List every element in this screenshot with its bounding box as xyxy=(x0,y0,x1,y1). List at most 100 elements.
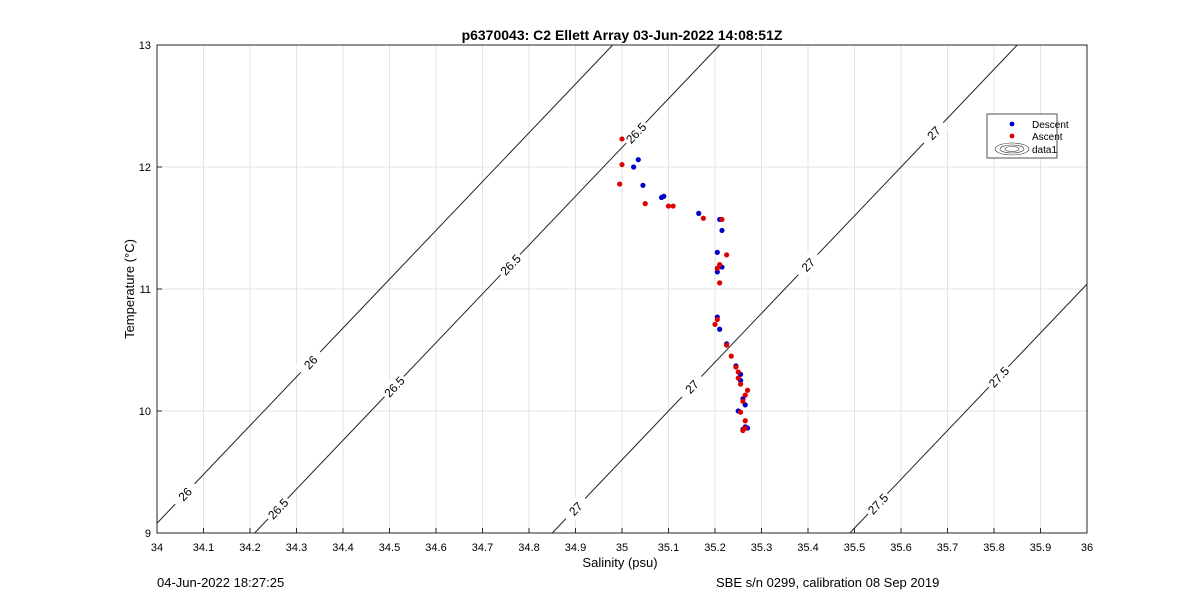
isopycnal-label-background xyxy=(494,248,526,281)
x-tick-label: 34.2 xyxy=(239,542,260,554)
ascent-point xyxy=(619,136,625,142)
descent-point xyxy=(640,182,646,188)
isopycnal-label: 27 xyxy=(792,248,824,281)
x-tick-label: 35.9 xyxy=(1030,542,1051,554)
ascent-point xyxy=(733,364,739,370)
isopycnal-label: 26.5 xyxy=(620,117,652,149)
ascent-point xyxy=(740,398,746,404)
ascent-point xyxy=(714,265,720,271)
descent-point xyxy=(696,210,702,216)
isopycnal-line xyxy=(156,44,614,524)
y-tick-label: 11 xyxy=(140,284,151,296)
y-tick-label: 10 xyxy=(139,406,151,418)
x-tick-label: 34.5 xyxy=(379,542,400,554)
x-axis-label: Salinity (psu) xyxy=(582,555,657,570)
data-points xyxy=(617,136,751,434)
legend-ascent-label: Ascent xyxy=(1032,132,1063,143)
isopycnal-label: 26 xyxy=(169,478,201,510)
legend-descent-label: Descent xyxy=(1032,120,1069,131)
x-tick-label: 35 xyxy=(616,542,628,554)
ascent-point xyxy=(728,353,734,359)
ascent-point xyxy=(717,280,723,286)
y-tick-label: 12 xyxy=(139,162,151,174)
ascent-point xyxy=(617,181,623,187)
x-tick-label: 35.7 xyxy=(937,542,958,554)
ascent-point xyxy=(724,342,730,348)
isopycnal-label-background xyxy=(676,370,708,403)
x-tick-label: 34.9 xyxy=(565,542,586,554)
x-tick-label: 35.2 xyxy=(704,542,725,554)
y-tick-label: 9 xyxy=(145,528,151,540)
ascent-point xyxy=(735,369,741,375)
isopycnal-label-background xyxy=(918,117,949,149)
legend-ascent-marker xyxy=(1009,133,1015,139)
descent-point xyxy=(658,194,665,201)
legend-descent-marker xyxy=(1009,121,1015,127)
ascent-point xyxy=(735,375,741,381)
isopycnal-label-background xyxy=(560,492,591,525)
axes-frame xyxy=(156,44,1088,534)
descent-point xyxy=(635,157,641,163)
legend-box xyxy=(986,113,1058,159)
ascent-point xyxy=(642,201,648,207)
x-tick-label: 35.5 xyxy=(844,542,865,554)
footer-timestamp: 04-Jun-2022 18:27:25 xyxy=(157,575,285,590)
y-axis-label: Temperature (°C) xyxy=(122,239,137,339)
x-tick-label: 35.4 xyxy=(797,542,818,554)
ascent-point xyxy=(719,216,725,223)
isopycnal-label-background xyxy=(620,117,652,149)
ascent-point xyxy=(744,387,751,393)
ascent-point xyxy=(737,409,744,415)
descent-point xyxy=(714,249,720,255)
ascent-point xyxy=(724,252,730,258)
ascent-point xyxy=(742,392,748,398)
x-tick-label: 36 xyxy=(1081,542,1093,554)
ascent-point xyxy=(700,215,706,221)
y-tick-label: 13 xyxy=(139,40,151,52)
x-tick-label: 34.4 xyxy=(332,542,353,554)
descent-point xyxy=(719,227,725,234)
footer-calibration: SBE s/n 0299, calibration 08 Sep 2019 xyxy=(716,575,940,590)
isopycnal-label-background xyxy=(378,370,410,403)
x-tick-label: 34.6 xyxy=(425,542,446,554)
ascent-point xyxy=(740,427,746,434)
chart-title: p6370043: C2 Ellett Array 03-Jun-2022 14… xyxy=(462,27,783,43)
x-tick-label: 34.7 xyxy=(472,542,493,554)
ascent-point xyxy=(665,203,672,209)
y-tick-labels: 9 10 11 12 13 xyxy=(139,40,151,540)
x-tick-label: 35.1 xyxy=(658,542,679,554)
legend-contour-icon xyxy=(999,144,1025,154)
x-tick-label: 34.3 xyxy=(286,542,307,554)
isopycnal-label: 27 xyxy=(676,370,708,403)
isopycnal-label: 27 xyxy=(560,492,591,525)
x-tick-label: 34.1 xyxy=(193,542,214,554)
isopycnal-label-background xyxy=(862,488,894,520)
ascent-point xyxy=(619,161,625,168)
ascent-point xyxy=(742,418,748,424)
isopycnal-line xyxy=(849,283,1088,534)
descent-point xyxy=(717,326,723,332)
descent-point xyxy=(714,269,720,275)
x-tick-label: 35.8 xyxy=(983,542,1004,554)
isopycnal-label-background xyxy=(983,361,1015,393)
x-tick-labels: 34 34.1 34.2 34.3 34.4 34.5 34.6 34.7 34.8 34.9 35… xyxy=(151,542,1093,554)
descent-point xyxy=(631,164,637,170)
legend-data1-label: data1 xyxy=(1032,145,1057,156)
legend-contour-icon xyxy=(1004,146,1020,152)
x-tick-label: 34 xyxy=(151,542,163,554)
ascent-point xyxy=(737,381,744,387)
legend-contour-icon xyxy=(994,142,1030,156)
isopycnal-label: 27 xyxy=(918,117,949,149)
isopycnal-label: 26 xyxy=(295,346,326,378)
x-tick-label: 35.6 xyxy=(890,542,911,554)
ascent-point xyxy=(712,321,718,327)
ascent-point xyxy=(670,203,676,209)
isopycnal-label-background xyxy=(792,248,824,281)
isopycnal-label-background xyxy=(262,492,294,525)
x-tick-label: 34.8 xyxy=(518,542,539,554)
isopycnal-label-background xyxy=(295,346,326,378)
isopycnal-label-background xyxy=(169,478,201,510)
ascent-point xyxy=(714,316,720,323)
